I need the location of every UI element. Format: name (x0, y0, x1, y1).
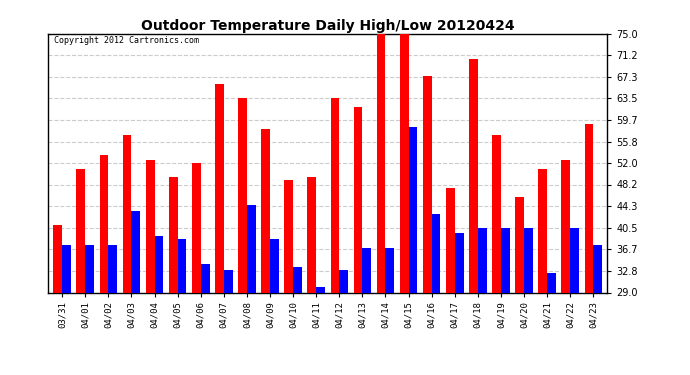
Bar (192, 163, 201, 375)
Bar (177, 239, 186, 375)
Bar (469, 59, 478, 375)
Bar (400, 34, 408, 375)
Bar (270, 239, 279, 375)
Bar (446, 188, 455, 375)
Bar (62, 245, 71, 375)
Bar (331, 99, 339, 375)
Bar (224, 270, 233, 375)
Bar (547, 273, 556, 375)
Bar (538, 169, 547, 375)
Bar (570, 228, 579, 375)
Bar (524, 228, 533, 375)
Bar (423, 76, 432, 375)
Bar (316, 287, 325, 375)
Bar (339, 270, 348, 375)
Bar (169, 177, 177, 375)
Bar (53, 225, 62, 375)
Bar (478, 228, 486, 375)
Bar (247, 206, 256, 375)
Bar (593, 245, 602, 375)
Title: Outdoor Temperature Daily High/Low 20120424: Outdoor Temperature Daily High/Low 20120… (141, 19, 515, 33)
Bar (362, 248, 371, 375)
Bar (108, 245, 117, 375)
Bar (99, 154, 108, 375)
Bar (408, 127, 417, 375)
Bar (215, 84, 224, 375)
Bar (86, 245, 94, 375)
Bar (432, 214, 440, 375)
Bar (293, 267, 302, 375)
Bar (284, 180, 293, 375)
Text: Copyright 2012 Cartronics.com: Copyright 2012 Cartronics.com (54, 36, 199, 45)
Bar (515, 197, 524, 375)
Bar (562, 160, 570, 375)
Bar (131, 211, 140, 375)
Bar (353, 107, 362, 375)
Bar (238, 99, 247, 375)
Bar (123, 135, 131, 375)
Bar (201, 264, 210, 375)
Bar (155, 236, 164, 375)
Bar (386, 248, 394, 375)
Bar (455, 233, 464, 375)
Bar (146, 160, 155, 375)
Bar (262, 129, 270, 375)
Bar (308, 177, 316, 375)
Bar (492, 135, 501, 375)
Bar (77, 169, 86, 375)
Bar (377, 34, 386, 375)
Bar (501, 228, 510, 375)
Bar (584, 124, 593, 375)
